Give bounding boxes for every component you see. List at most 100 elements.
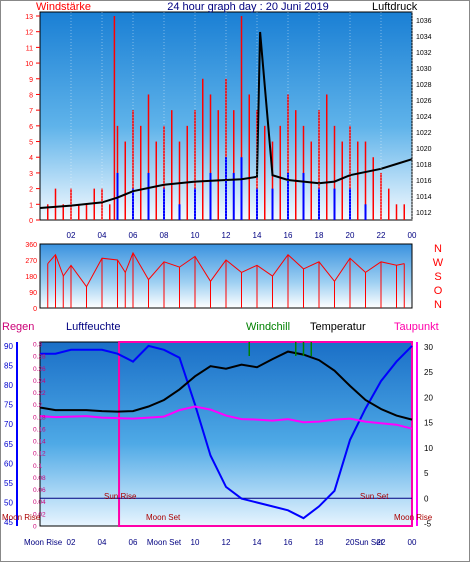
bottom-time-tick: 04 [98, 538, 107, 547]
rain-tick: 0.14 [33, 439, 46, 446]
direction-tick: 90 [29, 290, 37, 297]
time-tick: 02 [67, 231, 76, 240]
wind-tick: 7 [29, 108, 33, 115]
temperature-line [39, 350, 413, 421]
wind-tick: 9 [29, 77, 33, 84]
direction-tick: 270 [25, 258, 37, 265]
rain-tick: 0.1 [33, 463, 42, 470]
wind-label: Windstärke [36, 1, 91, 13]
temperature-tick: 25 [424, 368, 433, 377]
pressure-tick: 1034 [416, 34, 432, 41]
rain-tick: 0.08 [33, 475, 46, 482]
rain-tick: 0.02 [33, 511, 46, 518]
humidity-tick: 55 [4, 479, 13, 488]
bottom-time-tick: 02 [67, 538, 76, 547]
temperature-tick: 10 [424, 444, 433, 453]
rain-tick: 0.06 [33, 487, 46, 494]
bottom-time-tick: 18 [315, 538, 324, 547]
bottom-time-tick: 20 [346, 538, 355, 547]
temperature-tick: 5 [424, 469, 429, 478]
humidity-tick: 65 [4, 440, 13, 449]
bottom-time-tick: 10 [191, 538, 200, 547]
moon-set-label: Moon Set [146, 513, 181, 522]
moon-box [118, 341, 414, 527]
pressure-tick: 1014 [416, 194, 432, 201]
wind-tick: 10 [25, 61, 33, 68]
rain-tick: 0 [33, 524, 37, 531]
wind-tick: 11 [26, 45, 33, 52]
wind-tick: 2 [29, 187, 33, 194]
rain-tick: 0.28 [33, 354, 46, 361]
rain-tick: 0.16 [33, 426, 46, 433]
pressure-line [39, 31, 413, 209]
wind-tick: 8 [29, 92, 33, 99]
sun-set-label: Sun Set [360, 492, 389, 501]
temperature-label: Temperatur [310, 321, 366, 333]
wind-tick: 12 [25, 30, 33, 37]
compass-label: N [434, 299, 442, 311]
wind-tick: 0 [29, 218, 33, 225]
pressure-tick: 1016 [416, 178, 432, 185]
time-tick: 12 [222, 231, 231, 240]
wind-tick: 5 [29, 140, 33, 147]
time-tick: 08 [160, 231, 169, 240]
sun-rise-label: Sun Rise [104, 492, 137, 501]
direction-line [47, 251, 405, 288]
time-tick: 18 [315, 231, 324, 240]
wind-tick: 1 [29, 202, 33, 209]
wind-tick: 13 [25, 14, 33, 21]
temperature-tick: 30 [424, 343, 433, 352]
bottom-time-tick: 00 [408, 538, 417, 547]
compass-label: O [434, 285, 443, 297]
moon-rise-label: Moon Rise [2, 513, 41, 522]
rain-label: Regen [2, 321, 34, 333]
rain-tick: 0.26 [33, 366, 46, 373]
time-tick: 00 [408, 231, 417, 240]
time-tick: 14 [253, 231, 262, 240]
compass-label: W [433, 257, 444, 269]
humidity-tick: 50 [4, 499, 13, 508]
pressure-tick: 1024 [416, 114, 432, 121]
time-tick: 10 [191, 231, 200, 240]
rain-tick: 0.12 [33, 451, 46, 458]
wind-tick: 3 [29, 171, 33, 178]
pressure-tick: 1020 [416, 146, 432, 153]
temperature-tick: 20 [424, 393, 433, 402]
humidity-tick: 70 [4, 420, 13, 429]
humidity-line [40, 344, 413, 520]
compass-label: N [434, 243, 442, 255]
humidity-tick: 90 [4, 342, 13, 351]
rain-tick: 0.2 [33, 402, 42, 409]
pressure-tick: 1036 [416, 18, 432, 25]
moon-rise-label-2: Moon Rise [394, 513, 433, 522]
dewpoint-label: Taupunkt [394, 321, 439, 333]
pressure-tick: 1028 [416, 82, 432, 89]
bottom-time-tick: 16 [284, 538, 293, 547]
bottom-time-tick: 06 [129, 538, 138, 547]
humidity-tick: 75 [4, 401, 13, 410]
time-tick: 06 [129, 231, 138, 240]
bottom-time-tick: Moon Set [147, 538, 182, 547]
rain-tick: 0.24 [33, 378, 46, 385]
chart-title: 24 hour graph day : 20 Juni 2019 [167, 1, 328, 13]
temperature-tick: 15 [424, 419, 433, 428]
pressure-tick: 1012 [416, 210, 432, 217]
bottom-time-tick: Moon Rise [24, 538, 63, 547]
humidity-tick: 60 [4, 459, 13, 468]
temperature-tick: -5 [424, 519, 432, 528]
bottom-time-tick: Sun Set [354, 538, 383, 547]
dewpoint-line [39, 405, 413, 430]
humidity-label: Luftfeuchte [66, 321, 120, 333]
humidity-tick: 80 [4, 381, 13, 390]
pressure-label: Luftdruck [372, 1, 418, 13]
direction-tick: 0 [33, 306, 37, 313]
time-tick: 04 [98, 231, 107, 240]
pressure-tick: 1026 [416, 98, 432, 105]
direction-tick: 360 [25, 242, 37, 249]
bottom-time-tick: 12 [222, 538, 231, 547]
pressure-tick: 1032 [416, 50, 432, 57]
pressure-tick: 1022 [416, 130, 432, 137]
rain-tick: 0.04 [33, 499, 46, 506]
